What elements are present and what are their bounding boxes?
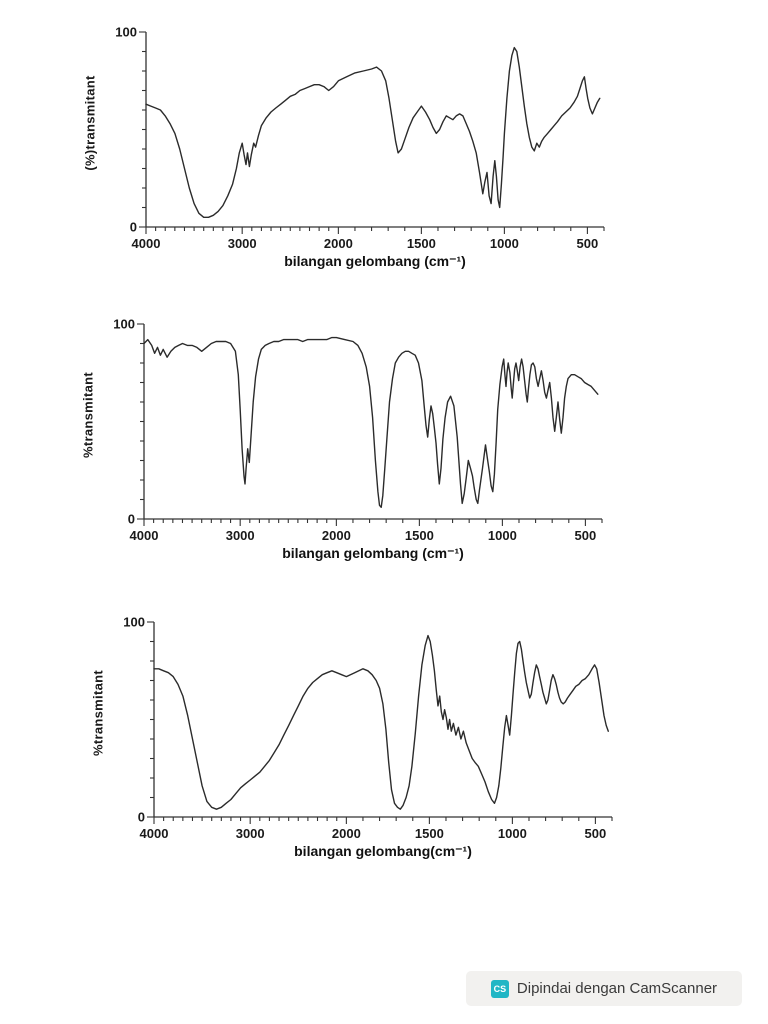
x-tick-label: 1500 <box>405 528 434 543</box>
x-tick-label: 1000 <box>498 826 527 841</box>
spectrum-line <box>145 46 601 218</box>
x-axis-label-1: bilangan gelombang (cm⁻¹) <box>284 253 466 269</box>
y-tick-label: 100 <box>113 317 135 332</box>
x-tick-label: 3000 <box>228 236 257 251</box>
x-tick-label: 500 <box>577 236 599 251</box>
x-axis-label-3: bilangan gelombang(cm⁻¹) <box>294 843 472 859</box>
y-axis-label-3: %transmitant <box>90 670 106 757</box>
y-tick-label: 0 <box>128 512 135 527</box>
x-tick-label: 500 <box>575 528 597 543</box>
y-axis-label-1: (%)transmitant <box>82 75 98 171</box>
x-tick-label: 4000 <box>130 528 159 543</box>
x-tick-label: 1000 <box>488 528 517 543</box>
x-tick-label: 2000 <box>332 826 361 841</box>
camscanner-logo-icon: CS <box>490 979 509 998</box>
y-tick-label: 100 <box>123 615 145 630</box>
x-tick-label: 3000 <box>236 826 265 841</box>
y-tick-label: 0 <box>138 810 145 825</box>
y-axis-label-wrap-2: %transmitant <box>76 312 100 547</box>
x-axis-label-2: bilangan gelombang (cm⁻¹) <box>282 545 464 561</box>
spectrum-line <box>143 336 599 508</box>
ir-spectrum-chart-2: %transmitant 100 0 4000 3000 2000 1500 1000 500… <box>76 312 610 562</box>
x-tick-label: 2000 <box>322 528 351 543</box>
camscanner-watermark: CS Dipindai dengan CamScanner <box>466 971 742 1006</box>
x-tick-label: 2000 <box>324 236 353 251</box>
y-tick-label: 0 <box>130 220 137 235</box>
x-tick-label: 4000 <box>140 826 169 841</box>
x-tick-label: 500 <box>585 826 607 841</box>
x-tick-label: 1500 <box>415 826 444 841</box>
x-tick-label: 3000 <box>226 528 255 543</box>
y-axis-label-2: %transmitant <box>80 372 96 459</box>
y-tick-label: 100 <box>115 25 137 40</box>
ir-spectrum-chart-3: %transmitant 100 0 4000 3000 2000 1500 1000 500… <box>86 610 620 860</box>
x-tick-label: 1500 <box>407 236 436 251</box>
x-tick-label: 4000 <box>132 236 161 251</box>
x-tick-label: 1000 <box>490 236 519 251</box>
camscanner-watermark-text: Dipindai dengan CamScanner <box>516 980 718 997</box>
ir-spectrum-chart-1: (%)transmitant 100 0 4000 3000 2000 1500 1000 5… <box>78 20 612 270</box>
spectrum-line <box>153 634 609 810</box>
y-axis-label-wrap-1: (%)transmitant <box>78 20 102 255</box>
y-axis-label-wrap-3: %transmitant <box>86 610 110 845</box>
